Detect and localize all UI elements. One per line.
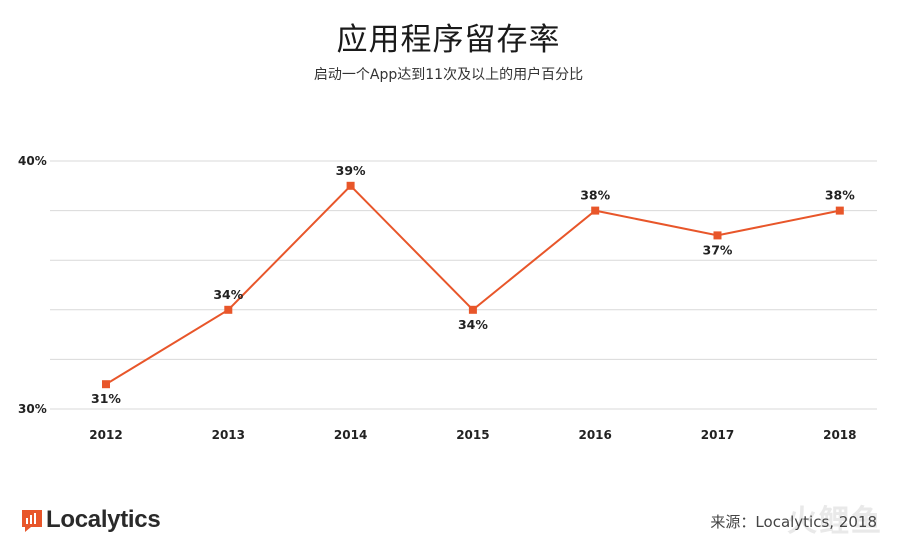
data-point <box>468 305 477 314</box>
x-tick-label: 2014 <box>334 428 367 442</box>
data-label: 37% <box>703 242 733 257</box>
data-point <box>102 380 110 389</box>
data-point <box>346 181 355 190</box>
data-point <box>713 231 722 240</box>
x-tick-label: 2015 <box>456 428 489 442</box>
brand-name: Localytics <box>46 506 161 533</box>
chart-subtitle: 启动一个App达到11次及以上的用户百分比 <box>313 67 584 83</box>
source-note: 来源：Localytics, 2018 <box>710 513 877 531</box>
x-tick-label: 2017 <box>701 428 734 442</box>
x-tick-label: 2013 <box>212 428 245 442</box>
data-label: 39% <box>336 163 366 178</box>
line-chart: 30% 40% 2012 2013 2014 2015 2016 2017 2018 31% 34%… <box>18 154 877 442</box>
x-tick-label: 2018 <box>823 428 856 442</box>
x-tick-label: 2016 <box>578 428 611 442</box>
data-label: 34% <box>213 287 243 302</box>
y-tick-label: 30% <box>18 402 47 416</box>
data-label: 31% <box>91 391 121 406</box>
localytics-logo-icon <box>22 510 42 532</box>
data-point <box>224 305 233 314</box>
watermark: 火鲤鱼 <box>787 504 883 539</box>
series-line <box>105 184 840 386</box>
data-point <box>591 206 600 215</box>
chart-title: 应用程序留存率 <box>336 22 561 58</box>
data-label: 38% <box>580 188 610 203</box>
data-label: 34% <box>458 317 488 332</box>
data-label: 38% <box>825 188 855 203</box>
localytics-logo: Localytics <box>22 505 161 535</box>
data-point <box>835 206 844 215</box>
x-tick-label: 2012 <box>89 428 122 442</box>
y-tick-label: 40% <box>18 154 47 168</box>
